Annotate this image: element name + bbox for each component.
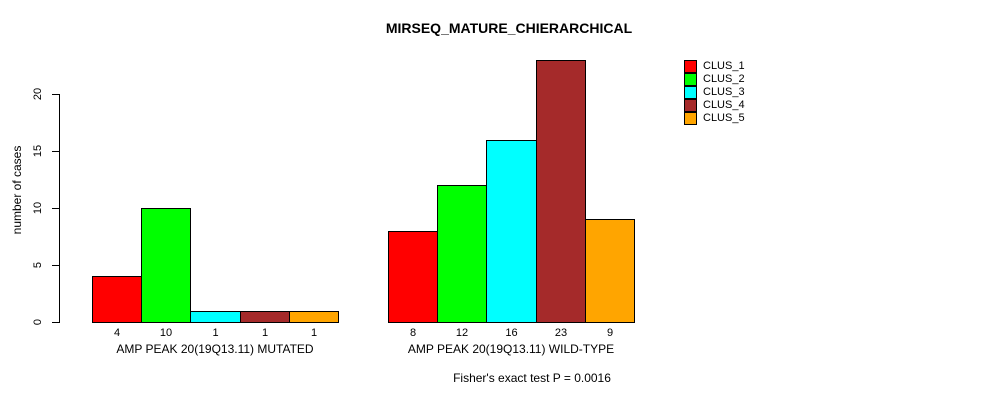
y-axis-label: number of cases bbox=[10, 145, 24, 235]
bar-value-label: 4 bbox=[113, 327, 121, 339]
y-axis-tick bbox=[52, 322, 59, 323]
legend-item: CLUS_5 bbox=[684, 112, 745, 125]
bar-value-label: 1 bbox=[261, 327, 269, 339]
legend-label: CLUS_3 bbox=[703, 86, 745, 98]
legend-item: CLUS_3 bbox=[684, 86, 745, 99]
group-label: AMP PEAK 20(19Q13.11) WILD-TYPE bbox=[407, 342, 615, 356]
stat-annotation: Fisher's exact test P = 0.0016 bbox=[453, 371, 611, 385]
legend-swatch bbox=[684, 99, 697, 112]
y-axis-tick-label: 20 bbox=[32, 87, 44, 101]
legend-item: CLUS_1 bbox=[684, 60, 745, 73]
legend-label: CLUS_1 bbox=[703, 60, 745, 72]
y-axis-tick bbox=[52, 151, 59, 152]
legend-item: CLUS_4 bbox=[684, 99, 745, 112]
legend-label: CLUS_4 bbox=[703, 99, 745, 111]
bar-value-label: 12 bbox=[455, 327, 469, 339]
legend-swatch bbox=[684, 112, 697, 125]
bar-value-label: 23 bbox=[554, 327, 568, 339]
bar bbox=[141, 208, 191, 323]
legend-label: CLUS_5 bbox=[703, 112, 745, 124]
y-axis-tick bbox=[52, 208, 59, 209]
bar-value-label: 10 bbox=[159, 327, 173, 339]
legend-label: CLUS_2 bbox=[703, 73, 745, 85]
bar bbox=[388, 231, 438, 323]
y-axis-tick bbox=[52, 265, 59, 266]
bar-value-label: 1 bbox=[310, 327, 318, 339]
legend-swatch bbox=[684, 73, 697, 86]
legend-swatch bbox=[684, 60, 697, 73]
y-axis-tick-label: 0 bbox=[32, 318, 44, 326]
bar bbox=[486, 140, 537, 323]
bar bbox=[92, 276, 142, 323]
bar bbox=[190, 311, 241, 323]
bar bbox=[437, 185, 487, 323]
chart-title: MIRSEQ_MATURE_CHIERARCHICAL bbox=[385, 20, 633, 36]
bar-value-label: 1 bbox=[212, 327, 219, 339]
bar-value-label: 8 bbox=[409, 327, 417, 339]
bar bbox=[536, 60, 586, 323]
group-label: AMP PEAK 20(19Q13.11) MUTATED bbox=[116, 342, 314, 356]
bar bbox=[289, 311, 339, 323]
y-axis-tick bbox=[52, 94, 59, 95]
bar bbox=[240, 311, 290, 323]
y-axis-tick-label: 15 bbox=[32, 144, 44, 158]
y-axis-tick-label: 10 bbox=[32, 201, 44, 215]
legend-swatch bbox=[684, 86, 697, 99]
bar-value-label: 16 bbox=[505, 327, 518, 339]
bar-value-label: 9 bbox=[606, 327, 614, 339]
legend-item: CLUS_2 bbox=[684, 73, 745, 86]
y-axis-tick-label: 5 bbox=[32, 261, 44, 269]
legend: CLUS_1 CLUS_2 CLUS_3 CLUS_4 CLUS_5 bbox=[684, 60, 745, 125]
bar bbox=[585, 219, 635, 323]
y-axis-line bbox=[59, 94, 60, 323]
